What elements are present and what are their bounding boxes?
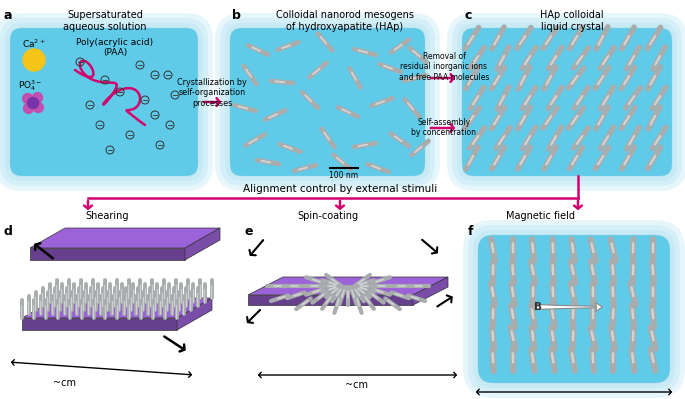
Text: b: b [232, 9, 241, 22]
Text: Poly(acrylic acid)
(PAA): Poly(acrylic acid) (PAA) [77, 38, 153, 57]
Polygon shape [413, 277, 448, 305]
Circle shape [23, 49, 45, 71]
Text: Crystallization by
self-organization
processes: Crystallization by self-organization pro… [177, 78, 247, 108]
Circle shape [34, 103, 43, 113]
Polygon shape [248, 295, 413, 305]
FancyBboxPatch shape [225, 23, 430, 181]
Text: ~cm: ~cm [53, 378, 77, 388]
Text: Supersaturated
aqueous solution: Supersaturated aqueous solution [63, 10, 147, 32]
Text: B: B [534, 302, 542, 312]
Text: Alignment control by external stimuli: Alignment control by external stimuli [243, 184, 437, 194]
Text: ~cm: ~cm [345, 380, 369, 390]
Text: Ca$^{2+}$: Ca$^{2+}$ [22, 38, 46, 50]
Text: Colloidal nanorod mesogens
of hydroxyapatite (HAp): Colloidal nanorod mesogens of hydroxyapa… [276, 10, 414, 32]
Text: f: f [468, 225, 473, 238]
FancyBboxPatch shape [220, 18, 435, 186]
FancyBboxPatch shape [447, 13, 685, 191]
Polygon shape [177, 298, 212, 330]
Text: ~cm: ~cm [562, 397, 586, 399]
Circle shape [23, 93, 33, 103]
FancyBboxPatch shape [478, 235, 670, 383]
Circle shape [23, 103, 34, 113]
FancyBboxPatch shape [0, 18, 208, 186]
Circle shape [27, 97, 38, 109]
Text: e: e [245, 225, 253, 238]
Circle shape [32, 93, 42, 103]
Text: Removal of
residual inorganic ions
and free PAA molecules: Removal of residual inorganic ions and f… [399, 52, 489, 82]
Text: 100 nm: 100 nm [329, 171, 358, 180]
Text: HAp colloidal
liquid crystal: HAp colloidal liquid crystal [540, 10, 603, 32]
Text: d: d [4, 225, 13, 238]
FancyBboxPatch shape [463, 220, 685, 398]
Polygon shape [30, 228, 220, 248]
Text: a: a [4, 9, 12, 22]
Polygon shape [22, 298, 212, 318]
FancyBboxPatch shape [230, 28, 425, 176]
FancyBboxPatch shape [457, 23, 677, 181]
Text: Shearing: Shearing [85, 211, 129, 221]
FancyBboxPatch shape [462, 28, 672, 176]
Polygon shape [30, 248, 185, 260]
Text: c: c [465, 9, 473, 22]
Polygon shape [22, 318, 177, 330]
FancyBboxPatch shape [10, 28, 198, 176]
Text: Magnetic field: Magnetic field [506, 211, 575, 221]
FancyBboxPatch shape [0, 13, 213, 191]
FancyBboxPatch shape [473, 230, 675, 388]
Text: Spin-coating: Spin-coating [297, 211, 358, 221]
Polygon shape [248, 277, 448, 295]
Text: PO$_4^{3-}$: PO$_4^{3-}$ [18, 78, 42, 93]
FancyBboxPatch shape [215, 13, 440, 191]
FancyBboxPatch shape [452, 18, 682, 186]
Polygon shape [185, 228, 220, 260]
Text: Self-assembly
by concentration: Self-assembly by concentration [412, 118, 477, 137]
FancyBboxPatch shape [468, 225, 680, 393]
FancyBboxPatch shape [5, 23, 203, 181]
